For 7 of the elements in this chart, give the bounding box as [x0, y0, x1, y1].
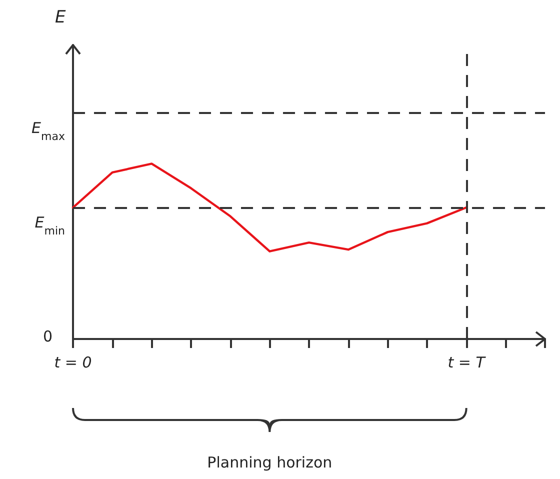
text: E	[55, 8, 66, 28]
x-tick-label: t = T	[448, 354, 487, 372]
text: Planning horizon	[207, 454, 332, 472]
x-tick-label: t = 0	[54, 354, 92, 372]
ref-line-label: E$_{min}$	[34, 214, 66, 238]
ref-line-label: E$_{max}$	[32, 118, 66, 142]
text: 0	[43, 328, 53, 346]
